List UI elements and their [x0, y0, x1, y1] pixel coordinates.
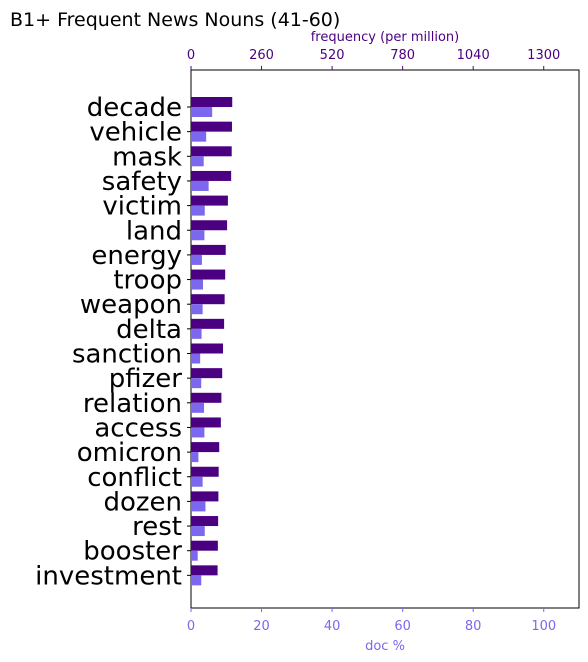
- bar-frequency: [191, 146, 232, 157]
- plot-frame: [190, 69, 580, 609]
- bottom-tick-label: 0: [187, 619, 195, 634]
- bottom-axis-ticks: 0 20 40 60 80 100: [187, 608, 556, 634]
- bar-frequency: [191, 442, 220, 453]
- bar-frequency: [191, 97, 233, 107]
- top-tick-label: 520: [320, 48, 345, 63]
- bottom-tick-label: 20: [253, 619, 270, 634]
- bars: [191, 97, 233, 586]
- category-label: sanction: [72, 340, 182, 370]
- bottom-tick-label: 40: [324, 619, 341, 634]
- bottom-tick-label: 100: [531, 619, 556, 634]
- category-label: pfizer: [109, 364, 183, 394]
- top-tick-label: 260: [249, 48, 274, 63]
- category-label: investment: [35, 561, 182, 591]
- bar-doc-percent: [191, 230, 205, 241]
- category-label: troop: [113, 266, 182, 296]
- bar-frequency: [191, 244, 226, 255]
- bar-doc-percent: [191, 476, 203, 487]
- bar-doc-percent: [191, 427, 205, 438]
- category-label: mask: [112, 142, 182, 172]
- bar-doc-percent: [191, 304, 203, 315]
- bar-frequency: [191, 318, 225, 329]
- bottom-tick-label: 60: [394, 619, 411, 634]
- top-tick-label: 0: [187, 48, 195, 63]
- category-label: vehicle: [89, 118, 182, 148]
- bar-doc-percent: [191, 402, 205, 413]
- top-axis-label: frequency (per million): [311, 30, 460, 45]
- bar-doc-percent: [191, 353, 201, 364]
- bar-frequency: [191, 417, 221, 428]
- bar-frequency: [191, 491, 219, 502]
- category-label: conflict: [87, 463, 182, 493]
- top-tick-label: 1040: [457, 48, 490, 63]
- bar-doc-percent: [191, 328, 202, 339]
- bar-doc-percent: [191, 180, 209, 191]
- bar-frequency: [191, 294, 225, 305]
- category-label: relation: [83, 389, 182, 419]
- category-label: land: [126, 216, 182, 246]
- bar-frequency: [191, 220, 228, 231]
- bar-doc-percent: [191, 156, 204, 167]
- category-label: decade: [87, 93, 182, 123]
- bottom-axis-label: doc %: [365, 639, 405, 654]
- bar-frequency: [191, 392, 222, 403]
- bar-doc-percent: [191, 550, 198, 561]
- bar-frequency: [191, 195, 228, 206]
- bar-frequency: [191, 170, 232, 181]
- bar-frequency: [191, 540, 218, 551]
- chart-title: B1+ Frequent News Nouns (41-60): [10, 9, 340, 31]
- bar-doc-percent: [191, 131, 207, 142]
- bar-doc-percent: [191, 501, 206, 512]
- category-label: weapon: [80, 290, 182, 320]
- bar-doc-percent: [191, 378, 202, 389]
- category-label: dozen: [103, 487, 182, 517]
- bar-frequency: [191, 466, 219, 477]
- bar-frequency: [191, 565, 218, 576]
- bar-frequency: [191, 516, 219, 527]
- top-axis-ticks: 0 260 520 780 1040 1300: [187, 48, 560, 70]
- category-label: access: [94, 413, 182, 443]
- bar-frequency: [191, 269, 226, 280]
- bar-doc-percent: [191, 575, 202, 586]
- bar-frequency: [191, 343, 224, 354]
- bar-doc-percent: [191, 205, 205, 216]
- bar-frequency: [191, 121, 232, 132]
- category-label: rest: [132, 512, 182, 542]
- category-label: booster: [83, 537, 182, 567]
- category-label: energy: [91, 241, 182, 271]
- bar-doc-percent: [191, 452, 199, 463]
- category-label: safety: [102, 167, 182, 197]
- bar-doc-percent: [191, 279, 203, 290]
- category-labels: decadevehiclemasksafetyvictimlandenergyt…: [35, 93, 191, 591]
- bar-doc-percent: [191, 526, 205, 537]
- category-label: victim: [102, 192, 182, 222]
- bar-doc-percent: [191, 107, 213, 117]
- top-tick-label: 780: [390, 48, 415, 63]
- bar-doc-percent: [191, 254, 202, 265]
- bottom-tick-label: 80: [465, 619, 482, 634]
- bar-frequency: [191, 368, 223, 379]
- category-label: omicron: [77, 438, 182, 468]
- top-tick-label: 1300: [527, 48, 560, 63]
- category-label: delta: [116, 315, 182, 345]
